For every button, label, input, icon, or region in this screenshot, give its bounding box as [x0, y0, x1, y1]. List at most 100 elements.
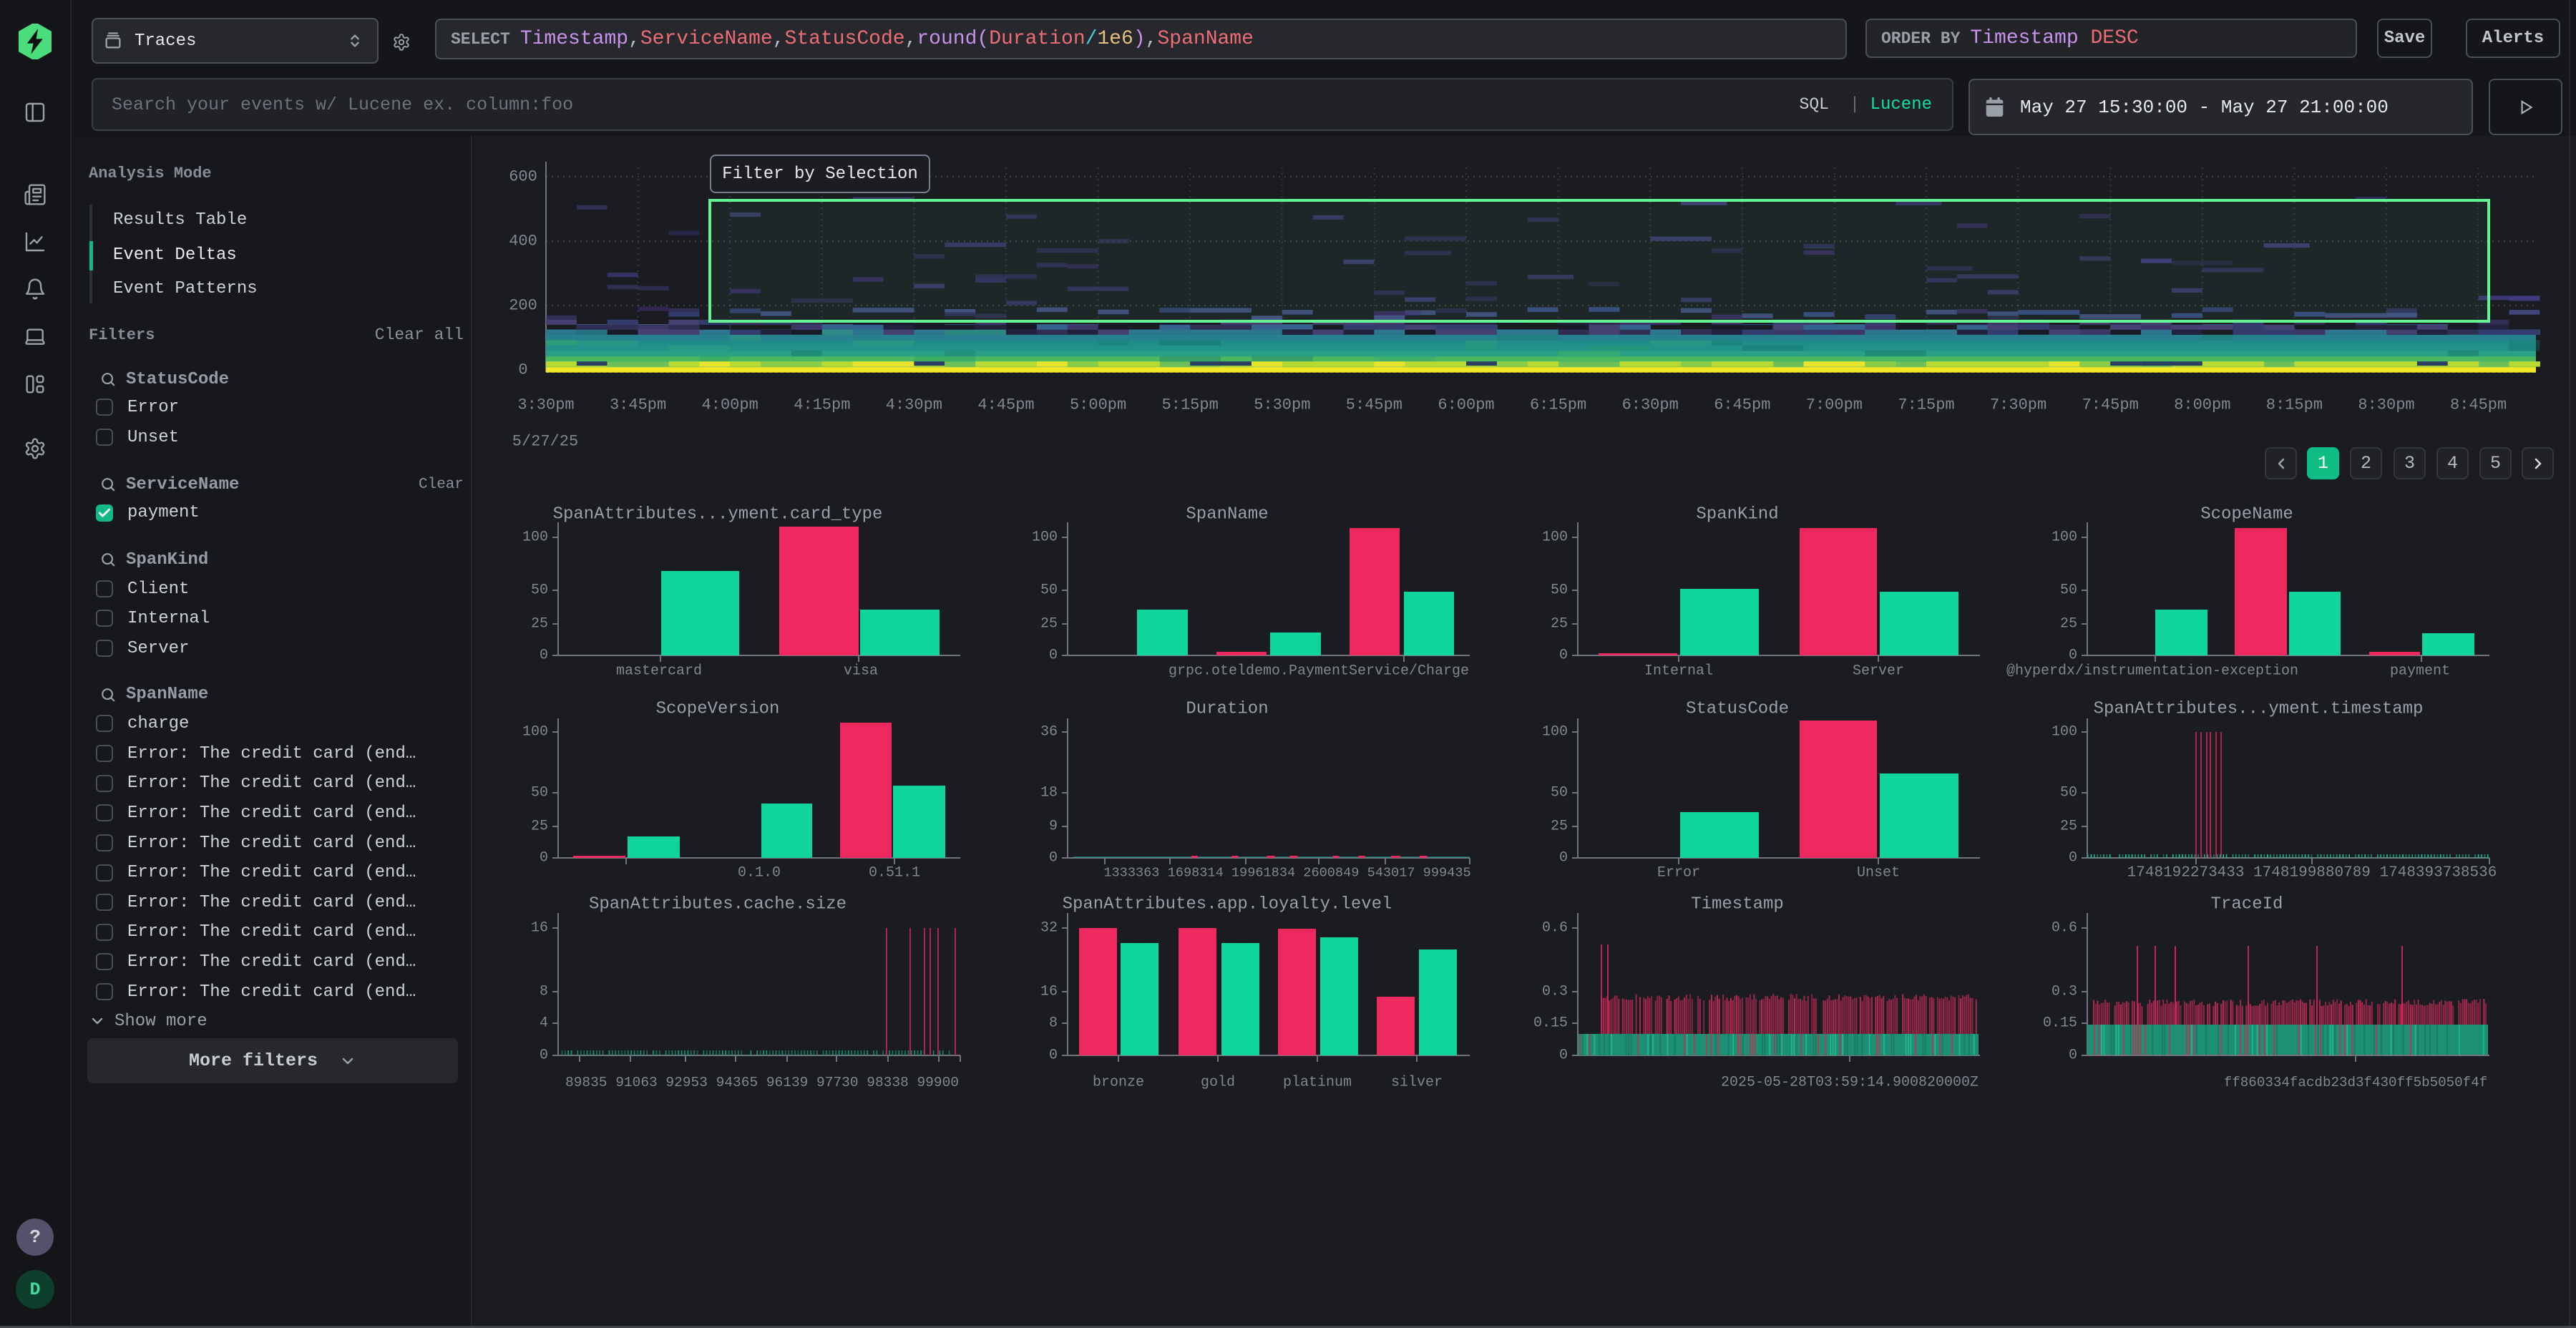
svg-text:0.6: 0.6 — [2051, 920, 2077, 937]
svg-text:0.3: 0.3 — [2051, 984, 2077, 1000]
svg-text:100: 100 — [2051, 724, 2077, 741]
svg-text:4:45pm: 4:45pm — [977, 396, 1034, 414]
svg-text:400: 400 — [509, 233, 537, 250]
svg-text:7:15pm: 7:15pm — [1898, 396, 1954, 414]
svg-text:TraceId: TraceId — [2211, 895, 2283, 914]
svg-text:ff860334facdb23d3f430ff5b5050f: ff860334facdb23d3f430ff5b5050f4f — [2224, 1075, 2487, 1090]
svg-text:8: 8 — [1049, 1015, 1058, 1032]
svg-text:Duration: Duration — [1186, 700, 1268, 719]
svg-text:16: 16 — [531, 920, 548, 937]
svg-text:Internal: Internal — [1644, 663, 1713, 680]
svg-text:4: 4 — [540, 1015, 548, 1032]
svg-text:50: 50 — [531, 582, 548, 599]
svg-text:25: 25 — [2060, 616, 2077, 633]
svg-text:0: 0 — [1049, 1048, 1058, 1064]
svg-text:8:00pm: 8:00pm — [2174, 396, 2230, 414]
svg-text:3:30pm: 3:30pm — [517, 396, 574, 414]
svg-text:SpanAttributes.app.loyalty.lev: SpanAttributes.app.loyalty.level — [1063, 895, 1392, 914]
svg-text:18: 18 — [1040, 785, 1058, 801]
svg-text:0: 0 — [540, 648, 548, 664]
svg-text:25: 25 — [1551, 616, 1568, 633]
svg-text:5:30pm: 5:30pm — [1254, 396, 1310, 414]
svg-text:@hyperdx/instrumentation-excep: @hyperdx/instrumentation-exception — [2006, 663, 2298, 680]
svg-text:100: 100 — [1032, 529, 1058, 546]
svg-text:100: 100 — [1542, 529, 1568, 546]
svg-text:4:00pm: 4:00pm — [702, 396, 758, 414]
svg-text:0: 0 — [518, 361, 527, 379]
svg-text:32: 32 — [1040, 920, 1058, 937]
svg-text:8:30pm: 8:30pm — [2358, 396, 2414, 414]
svg-text:6:00pm: 6:00pm — [1438, 396, 1494, 414]
svg-text:bronze: bronze — [1093, 1075, 1144, 1091]
svg-text:50: 50 — [1040, 582, 1058, 599]
svg-text:5:00pm: 5:00pm — [1070, 396, 1126, 414]
svg-text:1333363 1698314 19961834 26008: 1333363 1698314 19961834 2600849 543017 … — [1103, 866, 1470, 881]
svg-text:100: 100 — [522, 529, 548, 546]
svg-text:5/27/25: 5/27/25 — [512, 433, 578, 451]
svg-text:0.15: 0.15 — [2043, 1015, 2077, 1032]
svg-text:600: 600 — [509, 168, 537, 186]
svg-text:0: 0 — [1049, 850, 1058, 866]
svg-text:3:45pm: 3:45pm — [610, 396, 666, 414]
svg-text:SpanAttributes.cache.size: SpanAttributes.cache.size — [589, 895, 847, 914]
svg-text:100: 100 — [1542, 724, 1568, 741]
svg-text:50: 50 — [2060, 785, 2077, 801]
svg-text:grpc.oteldemo.PaymentService/C: grpc.oteldemo.PaymentService/Charge — [1169, 663, 1469, 680]
svg-text:visa: visa — [844, 663, 878, 680]
svg-text:8:45pm: 8:45pm — [2450, 396, 2507, 414]
svg-text:1748192273433 1748199880789 17: 1748192273433 1748199880789 174839373853… — [2127, 865, 2497, 882]
svg-text:Server: Server — [1853, 663, 1904, 680]
svg-text:16: 16 — [1040, 984, 1058, 1000]
svg-text:0: 0 — [1559, 648, 1568, 664]
svg-text:50: 50 — [2060, 582, 2077, 599]
svg-text:200: 200 — [509, 297, 537, 315]
svg-text:0.51.1: 0.51.1 — [869, 865, 920, 882]
svg-text:6:45pm: 6:45pm — [1714, 396, 1770, 414]
svg-text:0.3: 0.3 — [1542, 984, 1568, 1000]
svg-text:payment: payment — [2390, 663, 2450, 680]
svg-text:8:15pm: 8:15pm — [2266, 396, 2323, 414]
svg-text:6:15pm: 6:15pm — [1530, 396, 1586, 414]
svg-text:36: 36 — [1040, 724, 1058, 741]
svg-text:0: 0 — [1049, 648, 1058, 664]
svg-text:100: 100 — [522, 724, 548, 741]
svg-text:7:45pm: 7:45pm — [2082, 396, 2139, 414]
svg-text:0.6: 0.6 — [1542, 920, 1568, 937]
svg-text:7:00pm: 7:00pm — [1806, 396, 1863, 414]
svg-text:0: 0 — [1559, 1048, 1568, 1064]
svg-text:25: 25 — [531, 819, 548, 835]
svg-text:mastercard: mastercard — [616, 663, 702, 680]
svg-text:6:30pm: 6:30pm — [1622, 396, 1679, 414]
svg-text:4:30pm: 4:30pm — [886, 396, 942, 414]
svg-text:SpanAttributes...yment.timesta: SpanAttributes...yment.timestamp — [2094, 700, 2424, 719]
svg-text:4:15pm: 4:15pm — [794, 396, 850, 414]
svg-text:SpanKind: SpanKind — [1696, 505, 1778, 524]
svg-text:silver: silver — [1391, 1075, 1443, 1091]
svg-text:25: 25 — [1551, 819, 1568, 835]
svg-text:25: 25 — [531, 616, 548, 633]
svg-text:StatusCode: StatusCode — [1686, 700, 1789, 719]
svg-text:5:45pm: 5:45pm — [1346, 396, 1402, 414]
svg-text:Timestamp: Timestamp — [1691, 895, 1784, 914]
svg-text:0.15: 0.15 — [1533, 1015, 1568, 1032]
svg-text:2025-05-28T03:59:14.900820000Z: 2025-05-28T03:59:14.900820000Z — [1721, 1075, 1979, 1091]
svg-text:25: 25 — [1040, 616, 1058, 633]
svg-text:ScopeVersion: ScopeVersion — [656, 700, 780, 719]
svg-text:gold: gold — [1201, 1075, 1235, 1091]
svg-text:Unset: Unset — [1857, 865, 1900, 882]
svg-text:0: 0 — [1559, 850, 1568, 866]
svg-text:platinum: platinum — [1283, 1075, 1352, 1091]
svg-text:0: 0 — [540, 850, 548, 866]
svg-text:0: 0 — [540, 1048, 548, 1064]
svg-text:50: 50 — [531, 785, 548, 801]
svg-text:0.1.0: 0.1.0 — [738, 865, 781, 882]
svg-text:0: 0 — [2069, 850, 2077, 866]
svg-text:0: 0 — [2069, 648, 2077, 664]
svg-text:25: 25 — [2060, 819, 2077, 835]
svg-text:5:15pm: 5:15pm — [1162, 396, 1219, 414]
svg-text:9: 9 — [1049, 819, 1058, 835]
svg-text:100: 100 — [2051, 529, 2077, 546]
svg-text:7:30pm: 7:30pm — [1990, 396, 2046, 414]
svg-text:0: 0 — [2069, 1048, 2077, 1064]
svg-text:ScopeName: ScopeName — [2200, 505, 2293, 524]
